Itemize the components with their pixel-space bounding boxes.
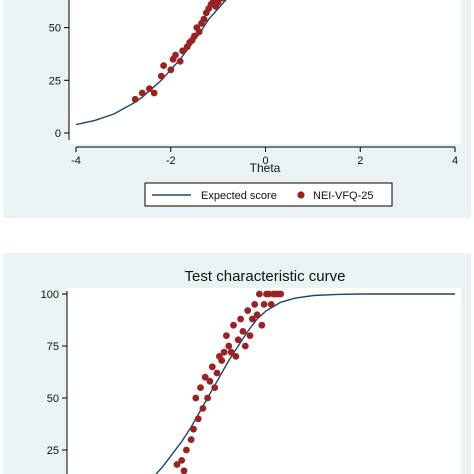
data-point <box>220 348 228 356</box>
data-point <box>138 89 146 97</box>
y-tick-label: 75 <box>47 341 59 353</box>
legend-point-swatch <box>297 191 305 199</box>
y-tick-label: 50 <box>47 393 59 405</box>
data-point <box>180 467 188 474</box>
bottom-chart: Test characteristic curve 25 50 75 100 <box>41 268 461 474</box>
expected-score-curve <box>155 293 455 474</box>
data-point <box>191 32 198 40</box>
chart-title: Test characteristic curve <box>185 268 346 285</box>
data-point <box>172 51 179 59</box>
data-point <box>230 321 237 329</box>
data-point <box>220 0 226 2</box>
y-tick-label: 50 <box>49 23 61 35</box>
data-point <box>249 315 256 323</box>
data-point <box>204 394 212 402</box>
data-point <box>200 15 208 23</box>
data-point <box>131 95 139 103</box>
data-point <box>239 328 247 335</box>
data-point <box>146 85 153 93</box>
data-point <box>225 342 233 350</box>
data-point <box>176 57 184 65</box>
data-point <box>179 47 187 55</box>
data-point <box>178 457 186 464</box>
data-point <box>211 384 219 391</box>
data-point <box>167 66 175 74</box>
data-point <box>258 321 266 329</box>
x-tick-label: -2 <box>166 155 176 167</box>
y-tick-label: 25 <box>47 445 59 457</box>
expected-score-curve <box>75 0 227 126</box>
plot-area <box>69 0 461 144</box>
data-point <box>206 377 214 385</box>
data-point <box>244 307 252 314</box>
legend: Expected score NEI-VFQ-25 <box>144 182 393 207</box>
legend-label-expected: Expected score <box>201 190 277 202</box>
data-point <box>253 311 261 319</box>
top-chart-panel: 0 25 50 -4 -2 0 2 4 Theta Expected score NEI-VF… <box>3 0 471 218</box>
data-point <box>260 301 268 308</box>
data-point <box>194 415 202 423</box>
data-point <box>197 384 204 391</box>
data-point <box>157 72 165 80</box>
data-point <box>277 290 284 298</box>
x-tick-label: -4 <box>71 155 81 167</box>
data-point <box>251 301 259 308</box>
data-point <box>160 62 168 69</box>
data-point <box>187 436 195 443</box>
data-point <box>183 446 190 454</box>
data-point <box>246 332 254 339</box>
data-point <box>256 290 263 298</box>
data-point <box>223 332 230 339</box>
x-axis-title: Theta <box>250 161 281 175</box>
top-chart: 0 25 50 -4 -2 0 2 4 Theta Expected score NEI-VF… <box>49 0 461 207</box>
x-tick-label: 2 <box>357 155 363 167</box>
plot-area <box>67 288 461 474</box>
data-point <box>190 425 197 433</box>
data-point <box>199 405 207 412</box>
data-point <box>241 342 249 350</box>
data-point <box>214 0 222 6</box>
data-point <box>265 290 273 298</box>
bottom-chart-panel: Test characteristic curve 25 50 75 100 <box>3 253 471 474</box>
y-tick-label: 25 <box>49 75 61 87</box>
x-tick-label: 0 <box>262 155 268 167</box>
data-point <box>173 461 181 468</box>
data-point <box>150 89 158 97</box>
data-point <box>192 394 200 402</box>
data-point <box>232 353 240 360</box>
y-tick-label: 100 <box>41 289 59 301</box>
y-tick-label: 0 <box>55 128 61 140</box>
data-point <box>267 301 275 308</box>
legend-label-nei: NEI-VFQ-25 <box>313 190 374 202</box>
data-point <box>195 28 203 36</box>
data-point <box>201 373 209 381</box>
data-point <box>237 315 245 323</box>
data-point <box>218 357 226 364</box>
data-point <box>227 348 235 356</box>
data-point <box>213 369 221 377</box>
x-tick-label: 4 <box>452 155 458 167</box>
data-point <box>208 363 216 371</box>
data-point <box>234 336 242 344</box>
